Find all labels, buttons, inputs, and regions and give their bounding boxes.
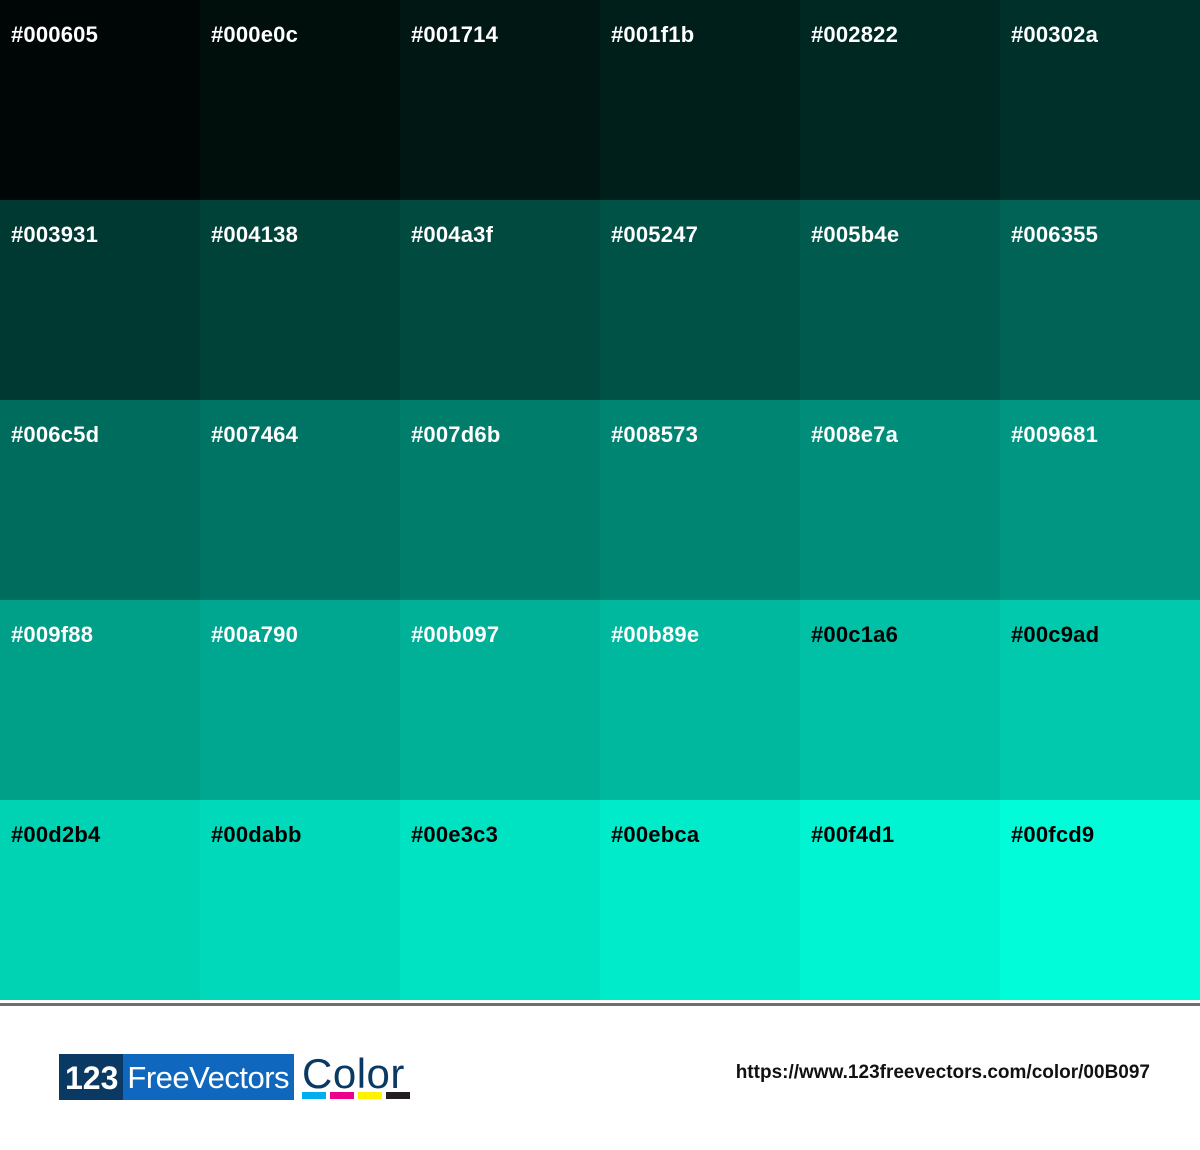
swatch-hex-label: #004138 [211,222,299,247]
divider [0,1000,1200,1003]
logo-cmyk-bar [386,1092,411,1099]
swatch-hex-label: #008573 [611,422,699,447]
swatch-hex-label: #00ebca [611,822,700,847]
color-swatch[interactable]: #00a790 [200,600,400,800]
color-swatch[interactable]: #007d6b [400,400,600,600]
swatch-hex-label: #001f1b [611,22,695,47]
logo-cmyk-bar [330,1092,355,1099]
color-swatch[interactable]: #008e7a [800,400,1000,600]
color-swatch[interactable]: #00302a [1000,0,1200,200]
swatch-hex-label: #00f4d1 [811,822,895,847]
color-swatch[interactable]: #003931 [0,200,200,400]
logo-cmyk-bar [302,1092,327,1099]
color-swatch[interactable]: #001f1b [600,0,800,200]
color-swatch[interactable]: #00e3c3 [400,800,600,1000]
color-swatch[interactable]: #00c9ad [1000,600,1200,800]
divider-line [0,1003,1200,1006]
color-swatch[interactable]: #006c5d [0,400,200,600]
color-swatch[interactable]: #004138 [200,200,400,400]
logo-123: 123 [59,1054,124,1100]
swatch-hex-label: #00d2b4 [11,822,101,847]
color-swatch[interactable]: #00dabb [200,800,400,1000]
color-swatch[interactable]: #005b4e [800,200,1000,400]
site-logo[interactable]: 123 FreeVectors Color [59,1050,411,1100]
swatch-hex-label: #006c5d [11,422,100,447]
color-swatch[interactable]: #005247 [600,200,800,400]
color-swatch[interactable]: #000e0c [200,0,400,200]
color-swatch[interactable]: #001714 [400,0,600,200]
swatch-hex-label: #009f88 [11,622,94,647]
swatch-hex-label: #007464 [211,422,299,447]
color-swatch[interactable]: #008573 [600,400,800,600]
swatch-hex-label: #009681 [1011,422,1099,447]
swatch-hex-label: #00e3c3 [411,822,499,847]
swatch-hex-label: #000605 [11,22,99,47]
swatch-hex-label: #001714 [411,22,499,47]
color-swatch[interactable]: #009f88 [0,600,200,800]
color-swatch[interactable]: #00f4d1 [800,800,1000,1000]
color-swatch[interactable]: #009681 [1000,400,1200,600]
swatch-hex-label: #005b4e [811,222,900,247]
swatch-hex-label: #00dabb [211,822,302,847]
swatch-hex-label: #003931 [11,222,99,247]
color-swatch[interactable]: #007464 [200,400,400,600]
color-swatch[interactable]: #00c1a6 [800,600,1000,800]
color-swatch[interactable]: #004a3f [400,200,600,400]
swatch-hex-label: #006355 [1011,222,1099,247]
swatch-hex-label: #00c1a6 [811,622,899,647]
swatch-hex-label: #00c9ad [1011,622,1100,647]
color-swatch[interactable]: #000605 [0,0,200,200]
swatch-hex-label: #004a3f [411,222,494,247]
logo-color-text: Color [302,1050,405,1097]
page-url[interactable]: https://www.123freevectors.com/color/00B… [735,1062,1150,1083]
color-swatch[interactable]: #00b89e [600,600,800,800]
swatch-hex-label: #00fcd9 [1011,822,1095,847]
swatch-hex-label: #007d6b [411,422,501,447]
logo-freevectors: FreeVectors [123,1054,295,1100]
swatch-hex-label: #008e7a [811,422,899,447]
logo-color-block: Color [302,1050,411,1100]
color-swatch[interactable]: #00d2b4 [0,800,200,1000]
swatch-hex-label: #005247 [611,222,699,247]
color-swatch[interactable]: #00ebca [600,800,800,1000]
logo-cmyk-bar [358,1092,383,1099]
color-swatch[interactable]: #00fcd9 [1000,800,1200,1000]
swatch-hex-label: #00b097 [411,622,500,647]
color-swatch[interactable]: #002822 [800,0,1000,200]
swatch-hex-label: #00a790 [211,622,299,647]
color-swatch-grid: #000605 #000e0c #001714 #001f1b #002822 #0030… [0,0,1200,1000]
color-swatch[interactable]: #006355 [1000,200,1200,400]
swatch-hex-label: #002822 [811,22,899,47]
swatch-hex-label: #00302a [1011,22,1099,47]
swatch-hex-label: #000e0c [211,22,299,47]
swatch-hex-label: #00b89e [611,622,700,647]
color-swatch[interactable]: #00b097 [400,600,600,800]
